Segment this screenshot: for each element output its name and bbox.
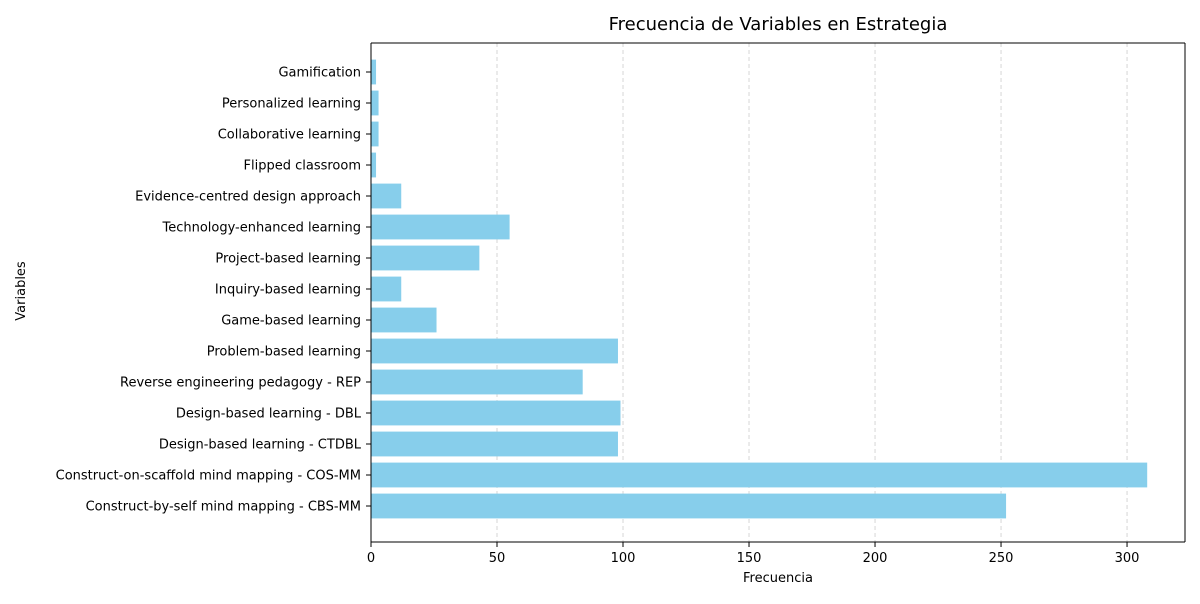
x-tick-label: 150 [737,551,762,566]
bar [371,307,437,333]
y-tick-label: Gamification [278,66,361,81]
y-axis-label: Variables [14,261,29,321]
x-tick-label: 50 [489,551,506,566]
y-tick-label: Personalized learning [222,97,361,112]
y-tick-label: Evidence-centred design approach [135,190,361,205]
bar [371,59,377,85]
y-tick-label: Construct-on-scaffold mind mapping - COS… [56,469,361,484]
bar [371,276,402,302]
y-tick-label: Technology-enhanced learning [161,221,361,236]
bar [371,152,377,178]
y-tick-label: Game-based learning [221,314,361,329]
chart-title: Frecuencia de Variables en Estrategia [609,14,948,35]
x-tick-label: 0 [367,551,375,566]
x-axis-label: Frecuencia [743,571,813,586]
bar [371,400,621,426]
y-tick-label: Flipped classroom [244,159,362,174]
x-tick-label: 300 [1115,551,1140,566]
bar [371,214,510,240]
y-tick-label: Construct-by-self mind mapping - CBS-MM [86,500,361,515]
y-tick-label: Problem-based learning [207,345,361,360]
bar [371,462,1148,488]
y-tick-label: Reverse engineering pedagogy - REP [120,376,361,391]
bar [371,493,1007,519]
bar [371,90,379,116]
y-tick-label: Inquiry-based learning [215,283,361,298]
x-tick-label: 200 [863,551,888,566]
y-tick-label: Project-based learning [215,252,361,267]
bar [371,245,480,271]
bar [371,121,379,147]
bar [371,431,618,457]
x-tick-label: 100 [611,551,636,566]
bar [371,369,583,395]
bar [371,183,402,209]
y-tick-label: Design-based learning - CTDBL [159,438,362,453]
y-tick-label: Design-based learning - DBL [176,407,362,422]
axis-layer: 0 50 100 150 200 250 300 Construct-by-self mind… [56,42,1186,566]
bar [371,338,618,364]
y-tick-label: Collaborative learning [218,128,361,143]
bar-layer [371,59,1148,519]
x-tick-label: 250 [989,551,1014,566]
